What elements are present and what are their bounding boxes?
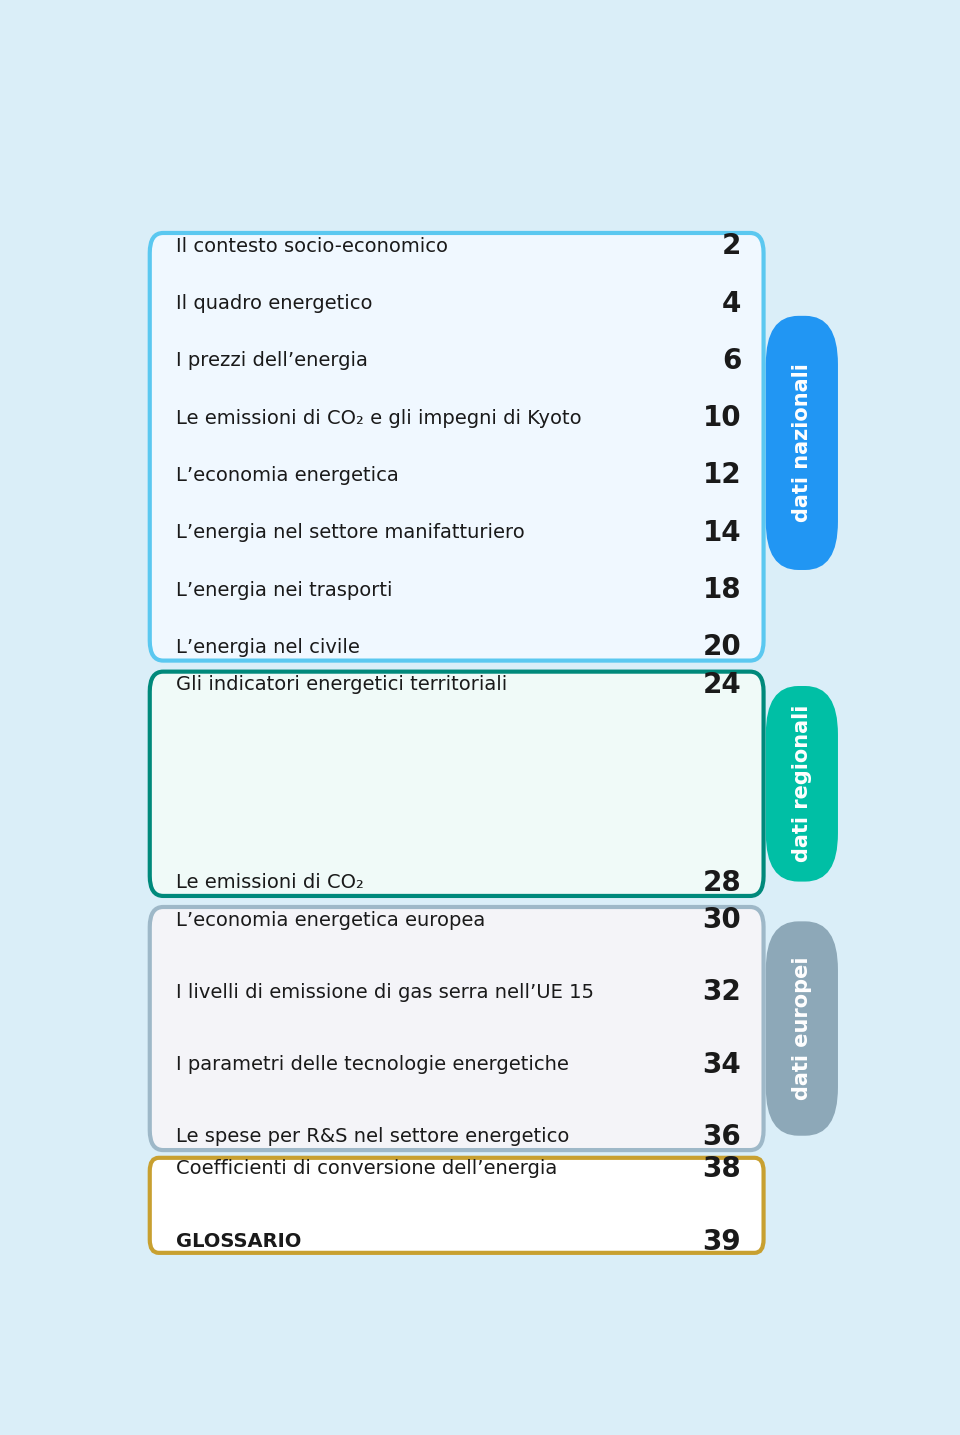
Text: 6: 6 xyxy=(722,347,741,375)
Text: 38: 38 xyxy=(703,1155,741,1182)
Text: I prezzi dell’energia: I prezzi dell’energia xyxy=(176,352,368,370)
Text: Coefficienti di conversione dell’energia: Coefficienti di conversione dell’energia xyxy=(176,1159,557,1178)
FancyBboxPatch shape xyxy=(766,686,838,881)
Text: L’economia energetica: L’economia energetica xyxy=(176,466,398,485)
FancyBboxPatch shape xyxy=(150,907,763,1149)
Text: L’energia nel civile: L’energia nel civile xyxy=(176,637,360,657)
Text: 20: 20 xyxy=(703,633,741,662)
FancyBboxPatch shape xyxy=(150,1158,763,1253)
Text: dati regionali: dati regionali xyxy=(792,705,812,862)
Text: 12: 12 xyxy=(703,462,741,489)
Text: 28: 28 xyxy=(703,868,741,897)
Text: Le spese per R&S nel settore energetico: Le spese per R&S nel settore energetico xyxy=(176,1128,569,1147)
Text: Gli indicatori energetici territoriali: Gli indicatori energetici territoriali xyxy=(176,676,507,695)
Text: L’economia energetica europea: L’economia energetica europea xyxy=(176,911,485,930)
Text: L’energia nei trasporti: L’energia nei trasporti xyxy=(176,581,393,600)
Text: 4: 4 xyxy=(722,290,741,317)
Text: 18: 18 xyxy=(703,575,741,604)
Text: Le emissioni di CO₂ e gli impegni di Kyoto: Le emissioni di CO₂ e gli impegni di Kyo… xyxy=(176,409,582,428)
Text: dati nazionali: dati nazionali xyxy=(792,363,812,522)
FancyBboxPatch shape xyxy=(766,316,838,570)
FancyBboxPatch shape xyxy=(150,232,763,660)
Text: L’energia nel settore manifatturiero: L’energia nel settore manifatturiero xyxy=(176,524,524,542)
Text: 32: 32 xyxy=(703,979,741,1006)
Text: GLOSSARIO: GLOSSARIO xyxy=(176,1233,301,1251)
Text: Il quadro energetico: Il quadro energetico xyxy=(176,294,372,313)
Text: 39: 39 xyxy=(703,1228,741,1256)
Text: 30: 30 xyxy=(703,907,741,934)
Text: dati europei: dati europei xyxy=(792,957,812,1101)
Text: 2: 2 xyxy=(722,232,741,260)
FancyBboxPatch shape xyxy=(150,672,763,895)
Text: 24: 24 xyxy=(703,672,741,699)
FancyBboxPatch shape xyxy=(766,921,838,1135)
Text: 34: 34 xyxy=(703,1050,741,1079)
Text: 36: 36 xyxy=(703,1122,741,1151)
Text: Le emissioni di CO₂: Le emissioni di CO₂ xyxy=(176,872,364,893)
Text: I parametri delle tecnologie energetiche: I parametri delle tecnologie energetiche xyxy=(176,1055,568,1075)
Text: 10: 10 xyxy=(703,405,741,432)
Text: I livelli di emissione di gas serra nell’UE 15: I livelli di emissione di gas serra nell… xyxy=(176,983,594,1002)
Text: 14: 14 xyxy=(703,518,741,547)
Text: Il contesto socio-economico: Il contesto socio-economico xyxy=(176,237,447,255)
